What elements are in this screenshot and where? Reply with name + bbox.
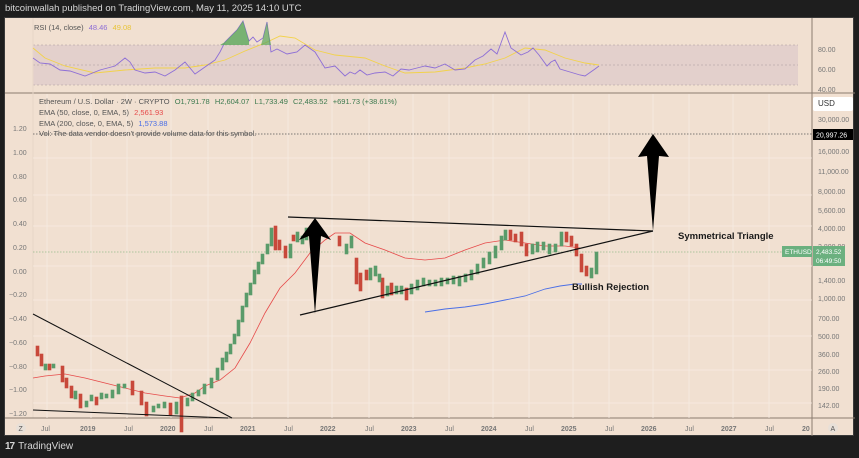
svg-text:Jul: Jul [284, 426, 293, 433]
rsi-scale-80: 80.00 [818, 47, 836, 54]
ohlc-open: O1,791.78 [174, 97, 210, 106]
rsi-label: RSI (14, close) [34, 23, 84, 32]
annotation-symmetrical-triangle: Symmetrical Triangle [678, 231, 774, 242]
svg-text:190.00: 190.00 [818, 386, 840, 393]
svg-text:0.80: 0.80 [13, 174, 27, 181]
svg-text:Jul: Jul [605, 426, 614, 433]
svg-text:500.00: 500.00 [818, 334, 840, 341]
svg-text:−0.60: −0.60 [9, 340, 27, 347]
svg-text:Z: Z [19, 426, 24, 433]
svg-text:1,400.00: 1,400.00 [818, 278, 845, 285]
svg-text:Jul: Jul [124, 426, 133, 433]
svg-text:Jul: Jul [765, 426, 774, 433]
svg-text:20: 20 [802, 426, 810, 433]
svg-text:Jul: Jul [204, 426, 213, 433]
footer: 17 TradingView [0, 436, 859, 458]
svg-text:11,000.00: 11,000.00 [818, 169, 849, 176]
svg-text:2020: 2020 [160, 426, 176, 433]
symbol-legend: Ethereum / U.S. Dollar · 2W · CRYPTO O1,… [39, 97, 397, 106]
svg-text:2023: 2023 [401, 426, 417, 433]
svg-text:2021: 2021 [240, 426, 256, 433]
svg-text:40.00: 40.00 [818, 87, 836, 94]
svg-text:16,000.00: 16,000.00 [818, 149, 849, 156]
annotation-bullish-rejection: Bullish Rejection [572, 282, 649, 293]
svg-text:2025: 2025 [561, 426, 577, 433]
svg-text:5,600.00: 5,600.00 [818, 208, 845, 215]
chart-canvas[interactable]: 80.00 60.00 40.00 [5, 18, 855, 437]
symbol-name: Ethereum / U.S. Dollar · 2W · CRYPTO [39, 97, 170, 106]
target-price-tag: 20,997.26 [816, 133, 847, 140]
svg-text:2026: 2026 [641, 426, 657, 433]
svg-text:1,000.00: 1,000.00 [818, 296, 845, 303]
svg-text:2019: 2019 [80, 426, 96, 433]
svg-text:1.20: 1.20 [13, 126, 27, 133]
svg-text:Jul: Jul [685, 426, 694, 433]
svg-text:−0.40: −0.40 [9, 316, 27, 323]
ohlc-change: +691.73 (+38.61%) [332, 97, 397, 106]
publisher-header: bitcoinwallah published on TradingView.c… [0, 0, 859, 17]
right-price-scale: 16,000.00 11,000.00 8,000.00 5,600.00 4,… [818, 117, 849, 410]
svg-text:−1.20: −1.20 [9, 411, 27, 418]
svg-text:30,000.00: 30,000.00 [818, 117, 849, 124]
ohlc-close: C2,483.52 [293, 97, 328, 106]
svg-text:700.00: 700.00 [818, 316, 840, 323]
svg-text:0.20: 0.20 [13, 245, 27, 252]
svg-text:−0.20: −0.20 [9, 292, 27, 299]
ohlc-low: L1,733.49 [254, 97, 288, 106]
svg-text:−1.00: −1.00 [9, 387, 27, 394]
svg-text:142.00: 142.00 [818, 403, 840, 410]
svg-text:Jul: Jul [525, 426, 534, 433]
price-tag-symbol: ETHUSD [785, 249, 812, 256]
chart-frame: 80.00 60.00 40.00 [4, 17, 855, 437]
ema200-legend[interactable]: EMA (200, close, 0, EMA, 5) 1,573.88 [39, 119, 168, 128]
ema50-value: 2,561.93 [134, 108, 164, 117]
svg-text:−0.80: −0.80 [9, 364, 27, 371]
left-percent-scale: 1.20 1.00 0.80 0.60 0.40 0.20 0.00 −0.20… [9, 126, 27, 418]
price-tag-countdown: 06:49:50 [816, 258, 842, 265]
svg-text:1.00: 1.00 [13, 150, 27, 157]
zoom-button-z[interactable] [16, 423, 26, 433]
svg-text:0.40: 0.40 [13, 221, 27, 228]
ema50-legend[interactable]: EMA (50, close, 0, EMA, 5) 2,561.93 [39, 108, 164, 117]
svg-text:A: A [831, 426, 836, 433]
svg-text:2022: 2022 [320, 426, 336, 433]
svg-text:360.00: 360.00 [818, 352, 840, 359]
svg-text:0.60: 0.60 [13, 197, 27, 204]
svg-text:4,000.00: 4,000.00 [818, 226, 845, 233]
svg-text:8,000.00: 8,000.00 [818, 189, 845, 196]
rsi-ma-value: 49.08 [112, 23, 132, 32]
svg-text:260.00: 260.00 [818, 369, 840, 376]
ohlc-high: H2,604.07 [214, 97, 250, 106]
svg-text:0.00: 0.00 [13, 269, 27, 276]
currency-button[interactable]: USD [813, 97, 853, 111]
svg-text:Jul: Jul [41, 426, 50, 433]
svg-text:60.00: 60.00 [818, 67, 836, 74]
rsi-value: 48.46 [88, 23, 108, 32]
svg-text:2024: 2024 [481, 426, 497, 433]
tradingview-logo[interactable]: 17 TradingView [5, 441, 74, 452]
price-tag-price: 2,483.52 [816, 249, 842, 256]
ema200-value: 1,573.88 [138, 119, 168, 128]
svg-text:Jul: Jul [445, 426, 454, 433]
svg-text:2027: 2027 [721, 426, 737, 433]
svg-text:Jul: Jul [365, 426, 374, 433]
volume-note: Vol: The data vendor doesn't provide vol… [39, 129, 257, 138]
auto-scale-button[interactable] [828, 423, 838, 433]
tradingview-logo-icon: 17 [5, 441, 15, 452]
rsi-legend: RSI (14, close) 48.46 49.08 [34, 23, 131, 32]
time-axis-labels: Jul 2019 Jul 2020 Jul 2021 Jul 2022 Jul … [41, 426, 810, 433]
candles [35, 225, 599, 433]
